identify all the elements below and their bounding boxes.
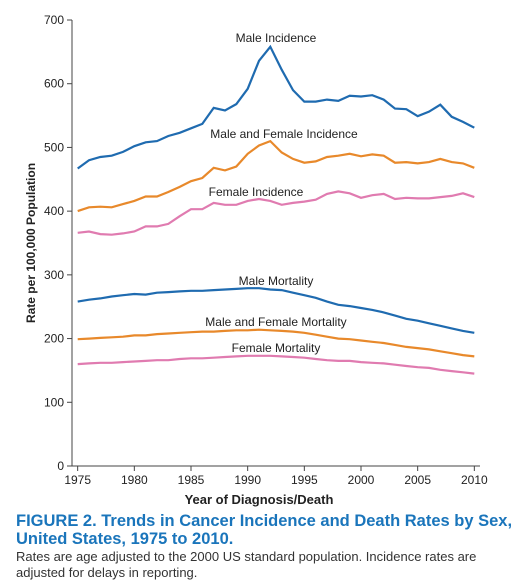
x-tick-label: 2000 (348, 473, 375, 487)
chart: Year of Diagnosis/Death Rate per 100,000… (24, 13, 488, 507)
x-tick-label: 1995 (291, 473, 318, 487)
x-tick-label: 1990 (234, 473, 261, 487)
y-tick-label: 500 (44, 140, 64, 154)
series-line (77, 44, 475, 170)
series-label: Female Incidence (209, 185, 304, 199)
series-label: Male and Female Incidence (210, 127, 358, 141)
series-line (77, 354, 475, 375)
y-tick-label: 100 (44, 395, 64, 409)
caption-note: Rates are age adjusted to the 2000 US st… (16, 549, 477, 580)
series-label: Male Mortality (239, 274, 314, 288)
series-label: Male and Female Mortality (205, 315, 346, 329)
x-tick-label: 2010 (461, 473, 488, 487)
series-label: Female Mortality (232, 341, 321, 355)
series-line (77, 190, 475, 236)
x-tick-label: 1980 (121, 473, 148, 487)
y-tick-label: 600 (44, 77, 64, 91)
caption-title: FIGURE 2. Trends in Cancer Incidence and… (16, 512, 513, 548)
y-tick-label: 400 (44, 204, 64, 218)
x-tick-label: 1975 (64, 473, 91, 487)
series-line (77, 287, 475, 334)
series-line (77, 328, 475, 358)
y-tick-label: 300 (44, 268, 64, 282)
y-tick-label: 200 (44, 332, 64, 346)
y-tick-label: 700 (44, 13, 64, 27)
series-label: Male Incidence (236, 31, 317, 45)
series-line (77, 139, 475, 213)
y-axis-label: Rate per 100,000 Population (24, 163, 38, 323)
y-tick-label: 0 (57, 459, 64, 473)
x-tick-label: 1985 (178, 473, 205, 487)
x-tick-label: 2005 (404, 473, 431, 487)
x-axis-label: Year of Diagnosis/Death (185, 492, 334, 507)
